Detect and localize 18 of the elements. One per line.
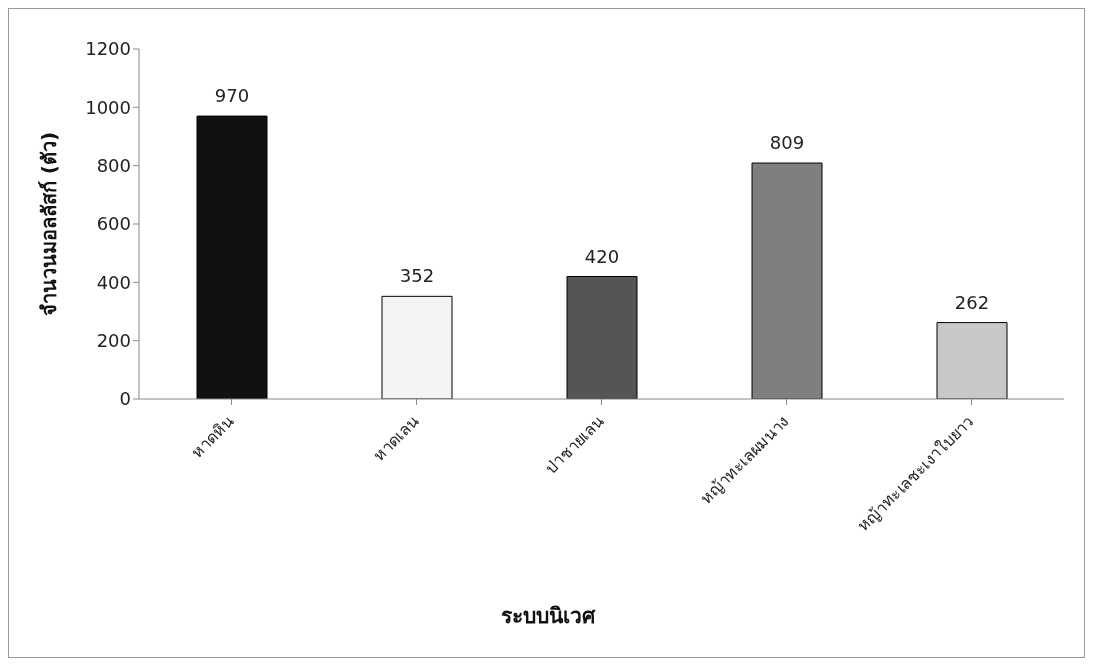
data-label: 809 [769, 132, 805, 154]
y-tick-label: 1000 [85, 96, 131, 118]
bar [936, 322, 1008, 399]
data-label: 970 [214, 85, 250, 107]
data-label: 352 [399, 265, 435, 287]
data-label: 262 [954, 291, 990, 313]
x-axis-title: ระบบนิเวศ [499, 603, 597, 630]
y-axis-title: จำนวนมอลลัสก์ (ตัว) [37, 131, 62, 317]
y-tick-label: 800 [96, 155, 131, 177]
bar [381, 295, 453, 399]
y-tick-label: 0 [119, 388, 131, 410]
bar [196, 115, 268, 399]
data-label: 420 [584, 245, 620, 267]
y-tick-label: 600 [96, 213, 131, 235]
y-tick-label: 400 [96, 271, 131, 293]
y-tick-label: 1200 [85, 38, 131, 60]
y-tick-label: 200 [96, 330, 131, 352]
bar [566, 276, 638, 399]
